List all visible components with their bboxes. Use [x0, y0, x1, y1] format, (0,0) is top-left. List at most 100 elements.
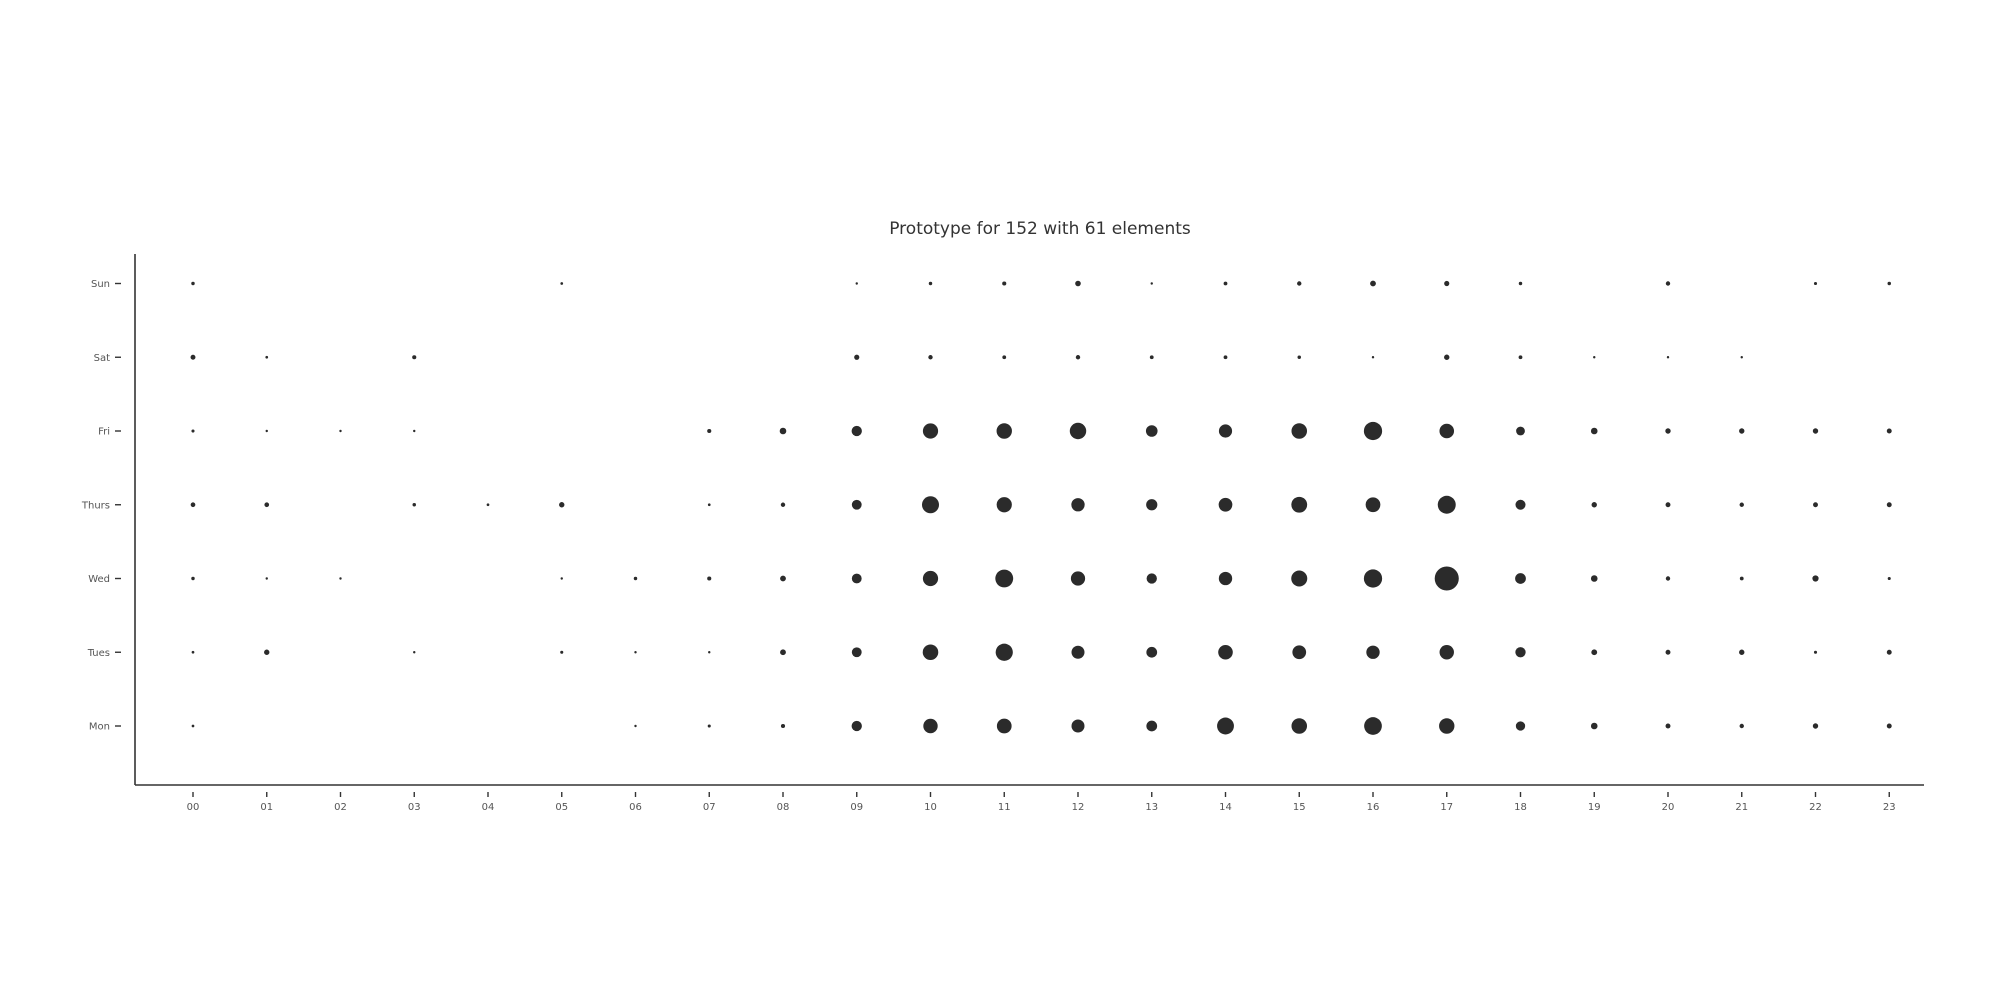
data-point: [1291, 496, 1308, 513]
data-point: [1591, 502, 1597, 508]
data-point: [559, 502, 565, 508]
data-point: [1071, 719, 1085, 733]
data-point: [995, 569, 1014, 588]
data-point: [1591, 649, 1598, 656]
data-point: [1439, 718, 1455, 734]
data-point: [1515, 573, 1526, 584]
data-point: [1886, 649, 1892, 655]
y-tick-group: Mon Tues Wed Thurs Fri Sat Sun: [81, 279, 121, 733]
data-point: [1444, 280, 1450, 287]
data-point: [190, 502, 196, 508]
data-point: [1002, 355, 1007, 360]
data-point: [1150, 282, 1153, 285]
data-point: [1075, 280, 1081, 287]
data-point: [339, 577, 342, 580]
data-point: [1666, 356, 1670, 359]
data-point: [922, 644, 939, 661]
x-tick-label: 23: [1883, 802, 1896, 813]
y-tick-label: Mon: [89, 722, 110, 733]
data-point: [1365, 497, 1381, 513]
data-point: [1813, 502, 1818, 508]
data-point: [339, 429, 342, 433]
data-point: [1149, 355, 1154, 360]
x-tick-label: 13: [1145, 802, 1158, 813]
data-point: [1297, 281, 1302, 286]
data-point: [707, 428, 712, 434]
data-point: [1364, 717, 1382, 735]
data-point: [265, 355, 269, 359]
data-point: [1665, 428, 1671, 434]
data-point: [1146, 573, 1157, 584]
x-tick-label: 10: [924, 802, 937, 813]
data-point: [1434, 566, 1459, 591]
data-point: [1887, 576, 1891, 581]
y-tick-label: Fri: [98, 427, 110, 438]
data-point: [1217, 717, 1234, 735]
data-point: [1739, 576, 1744, 581]
data-point: [1665, 576, 1671, 581]
data-point: [413, 651, 416, 654]
data-point: [1071, 645, 1085, 659]
data-point: [265, 577, 268, 580]
data-point: [1439, 645, 1454, 660]
x-tick-label: 01: [260, 802, 273, 813]
data-point: [707, 724, 711, 728]
data-point: [1146, 720, 1158, 732]
data-point: [1739, 723, 1744, 729]
x-tick-label: 18: [1514, 802, 1527, 813]
data-point: [855, 282, 858, 285]
x-tick-label: 12: [1072, 802, 1085, 813]
x-tick-label: 20: [1662, 802, 1675, 813]
y-tick-label: Tues: [87, 648, 110, 659]
data-point: [191, 429, 195, 433]
data-point: [780, 502, 786, 507]
data-point: [1291, 570, 1308, 587]
data-point: [1070, 571, 1086, 586]
data-point: [996, 497, 1012, 513]
data-point: [922, 423, 939, 439]
x-tick-label: 07: [703, 802, 716, 813]
data-point: [264, 502, 270, 508]
y-tick-label: Sun: [91, 279, 110, 290]
data-point: [634, 724, 637, 728]
data-point: [1886, 723, 1892, 729]
data-point: [854, 354, 860, 360]
data-point: [1218, 644, 1233, 660]
data-point: [190, 354, 196, 360]
x-tick-label: 14: [1219, 802, 1232, 813]
data-point: [1813, 281, 1818, 286]
y-tick-label: Wed: [88, 574, 110, 585]
data-point: [1075, 355, 1081, 360]
data-point: [1665, 502, 1671, 508]
data-point: [928, 281, 933, 286]
data-point: [1812, 575, 1819, 582]
data-point: [1593, 356, 1596, 359]
data-point: [1740, 356, 1743, 359]
x-tick-label: 16: [1367, 802, 1380, 813]
data-point: [1145, 425, 1158, 437]
data-point: [1218, 571, 1233, 586]
data-point: [1886, 502, 1892, 508]
y-tick-label: Sat: [94, 353, 110, 364]
data-point: [1518, 355, 1523, 360]
data-point: [923, 718, 938, 734]
data-point: [1739, 649, 1745, 655]
data-point: [1371, 356, 1375, 359]
data-point: [1812, 428, 1819, 434]
data-point: [922, 570, 939, 587]
data-point: [1291, 718, 1308, 734]
x-tick-label: 19: [1588, 802, 1601, 813]
data-point: [191, 650, 195, 654]
data-point: [1291, 423, 1308, 439]
x-tick-label: 04: [482, 802, 495, 813]
data-point: [191, 576, 195, 581]
data-point: [1665, 281, 1671, 286]
data-point: [780, 575, 786, 582]
data-point: [1218, 497, 1233, 512]
data-point: [996, 718, 1012, 734]
data-point: [1069, 422, 1087, 440]
data-point: [633, 576, 638, 581]
data-point: [634, 651, 637, 654]
data-point: [412, 503, 416, 507]
data-point: [851, 720, 862, 732]
